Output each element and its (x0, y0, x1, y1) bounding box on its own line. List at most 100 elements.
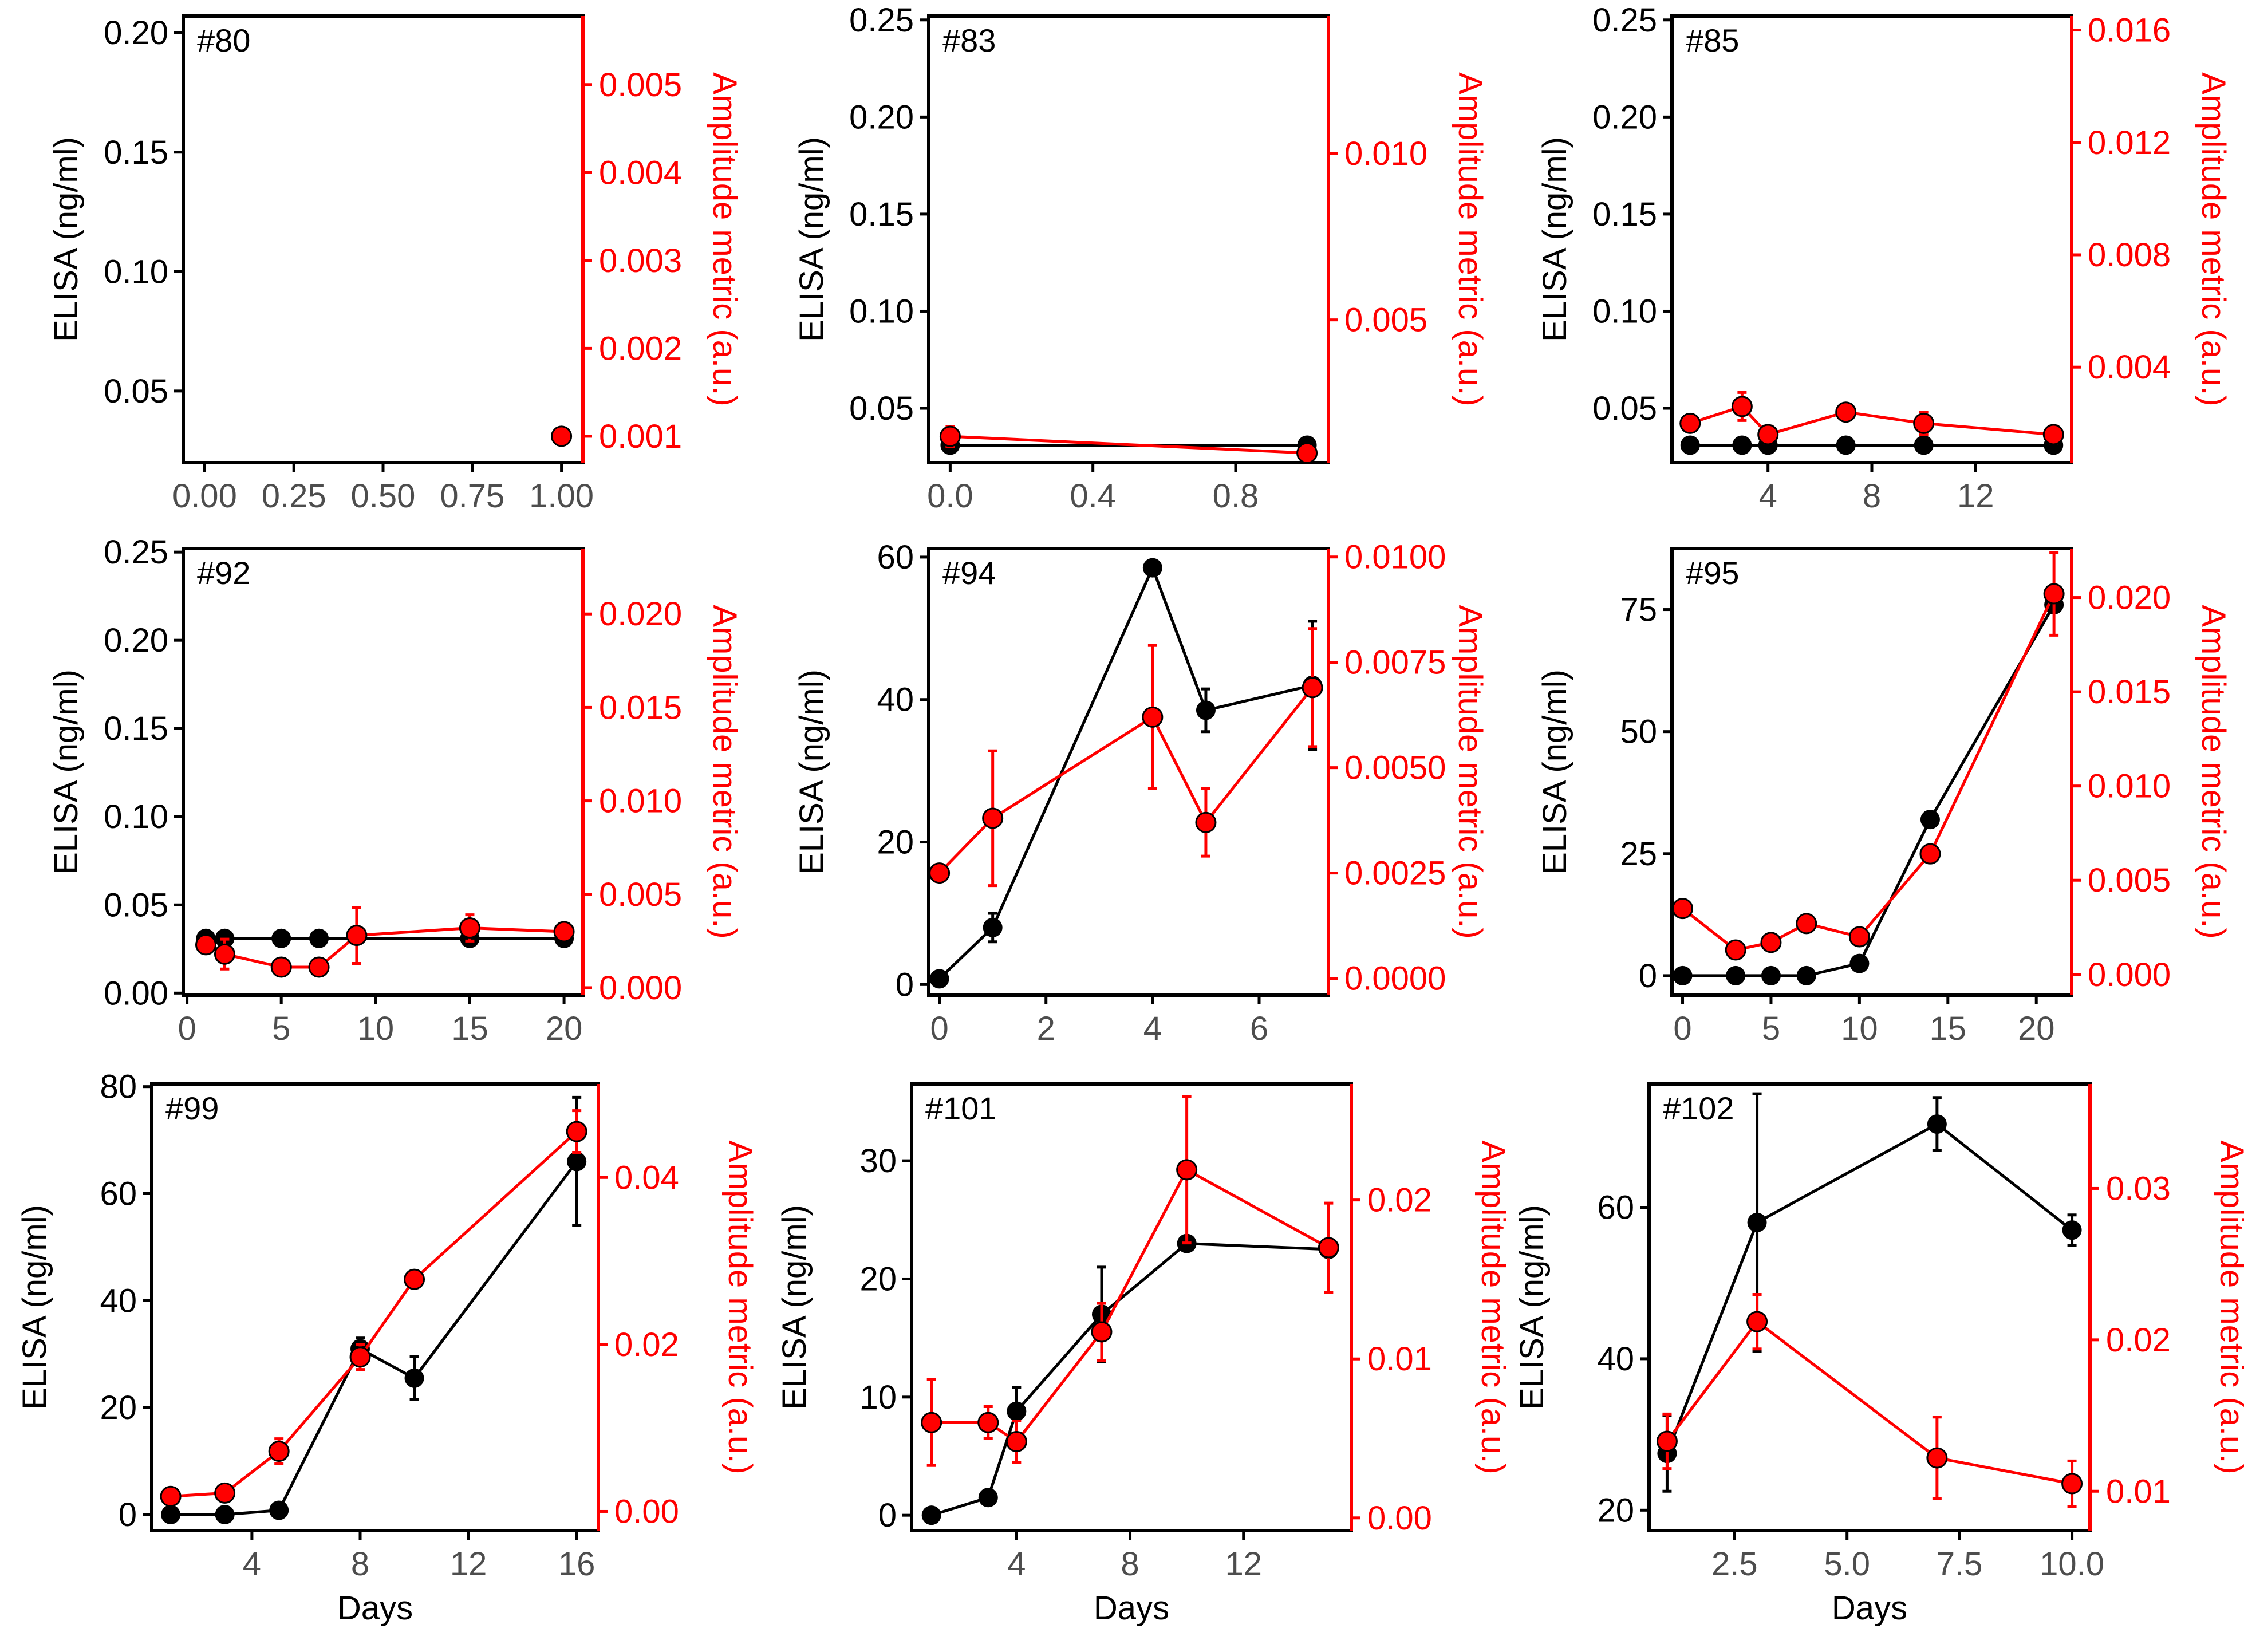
panel-label: #102 (1663, 1090, 1734, 1126)
x-axis-title: Days (1832, 1590, 1907, 1627)
x-tick-label: 10 (1841, 1010, 1878, 1047)
x-tick-label: 10 (357, 1010, 395, 1047)
data-point (553, 921, 575, 943)
right-axis-title: Amplitude metric (a.u.) (706, 72, 743, 406)
left-tick-label: 60 (100, 1175, 137, 1212)
elisa-series (196, 928, 574, 948)
left-tick-label: 0 (119, 1496, 137, 1533)
data-point (1835, 401, 1857, 423)
elisa-series (161, 1095, 587, 1524)
x-tick-label: 12 (450, 1545, 487, 1583)
series-line (938, 563, 1313, 980)
data-point (404, 1368, 424, 1388)
x-axis-title: Days (337, 1590, 413, 1627)
x-tick-label: 4 (1759, 478, 1777, 515)
right-tick-label: 0.016 (2088, 12, 2171, 49)
x-tick-label: 10.0 (2040, 1545, 2104, 1583)
plot-frame (927, 14, 1330, 464)
x-tick-label: 0 (1673, 1010, 1691, 1047)
x-tick-label: 0.75 (440, 478, 504, 515)
panel-label: #92 (197, 555, 250, 591)
data-point (404, 1268, 425, 1290)
data-point (929, 969, 949, 989)
series-line (938, 687, 1314, 874)
amplitude-series (160, 1109, 587, 1507)
left-tick-label: 10 (859, 1379, 897, 1416)
left-tick-label: 0.10 (849, 293, 914, 330)
data-point (939, 425, 961, 447)
data-point (1195, 811, 1217, 833)
right-axis-title: Amplitude metric (a.u.) (706, 605, 743, 939)
right-tick-label: 0.01 (2106, 1473, 2171, 1510)
data-point (1927, 1114, 1947, 1134)
left-tick-label: 0.20 (1592, 98, 1657, 136)
chart-panel: #102 2.5 5.0 7.5 10.0 20 40 60 0.01 0.02 0.03 ELISA… (1513, 1082, 2244, 1627)
left-tick-label: 0.05 (104, 373, 168, 410)
right-tick-label: 0.02 (1367, 1182, 1432, 1219)
left-tick-label: 0.05 (849, 390, 914, 427)
x-tick-label: 2 (1037, 1010, 1055, 1047)
data-point (269, 1500, 289, 1520)
x-tick-label: 5.0 (1824, 1545, 1870, 1583)
x-tick-label: 0.4 (1070, 478, 1116, 515)
left-tick-label: 20 (877, 824, 914, 861)
data-point (1679, 412, 1701, 434)
data-point (1672, 898, 1694, 920)
chart-panel: #92 0 5 10 15 20 0.00 0.05 0.10 0.15 0.20 0.25 0.000… (48, 534, 743, 1047)
series-line (1666, 1319, 2073, 1485)
series-line (1666, 1122, 2073, 1454)
left-tick-label: 40 (1597, 1340, 1634, 1378)
data-point (195, 934, 217, 956)
x-tick-label: 12 (1957, 478, 1994, 515)
right-tick-label: 0.000 (599, 969, 682, 1007)
right-axis-title: Amplitude metric (a.u.) (1452, 605, 1489, 939)
data-point (214, 1482, 236, 1504)
data-point (1926, 1447, 1948, 1469)
x-tick-label: 8 (1121, 1545, 1139, 1583)
left-tick-label: 0.20 (849, 98, 914, 136)
data-point (551, 425, 573, 447)
right-axis-title: Amplitude metric (a.u.) (1452, 72, 1489, 406)
left-tick-label: 80 (100, 1069, 137, 1106)
series-line (931, 1168, 1330, 1444)
right-axis-title: Amplitude metric (a.u.) (721, 1140, 759, 1474)
right-tick-label: 0.0100 (1344, 539, 1446, 576)
data-point (1796, 965, 1816, 985)
left-tick-label: 0.05 (1592, 390, 1657, 427)
plot-frame (1670, 547, 2073, 997)
chart-panel: #85 4 8 12 0.05 0.10 0.15 0.20 0.25 0.004 0.008 0.0… (1536, 2, 2232, 515)
right-tick-label: 0.04 (614, 1159, 679, 1196)
data-point (1680, 435, 1700, 455)
right-tick-label: 0.00 (614, 1493, 679, 1530)
series-line (950, 435, 1307, 455)
data-point (1005, 1431, 1027, 1453)
left-axis-title: ELISA (ng/ml) (1513, 1205, 1551, 1410)
left-tick-label: 0.10 (104, 798, 168, 835)
data-point (349, 1346, 371, 1368)
left-tick-label: 60 (877, 539, 914, 576)
data-point (215, 1504, 235, 1524)
data-point (1673, 965, 1693, 985)
right-tick-label: 0.01 (1367, 1340, 1432, 1378)
left-axis-title: ELISA (ng/ml) (793, 137, 830, 342)
data-point (978, 1488, 998, 1508)
left-tick-label: 75 (1620, 592, 1657, 629)
right-tick-label: 0.02 (2106, 1322, 2171, 1359)
data-point (1318, 1237, 1339, 1259)
series-line (205, 926, 565, 969)
series-line (1682, 604, 2056, 977)
left-axis-title: ELISA (ng/ml) (48, 137, 85, 342)
x-tick-label: 6 (1250, 1010, 1268, 1047)
data-point (921, 1412, 942, 1433)
x-tick-label: 0.0 (927, 478, 973, 515)
right-tick-label: 0.005 (599, 876, 682, 913)
amplitude-series (195, 906, 575, 978)
right-tick-label: 0.03 (2106, 1170, 2171, 1207)
left-tick-label: 60 (1597, 1189, 1634, 1226)
x-tick-label: 15 (451, 1010, 488, 1047)
x-tick-label: 15 (1930, 1010, 1967, 1047)
panel-label: #101 (925, 1090, 997, 1126)
data-point (921, 1505, 941, 1525)
series-line (170, 1130, 578, 1498)
